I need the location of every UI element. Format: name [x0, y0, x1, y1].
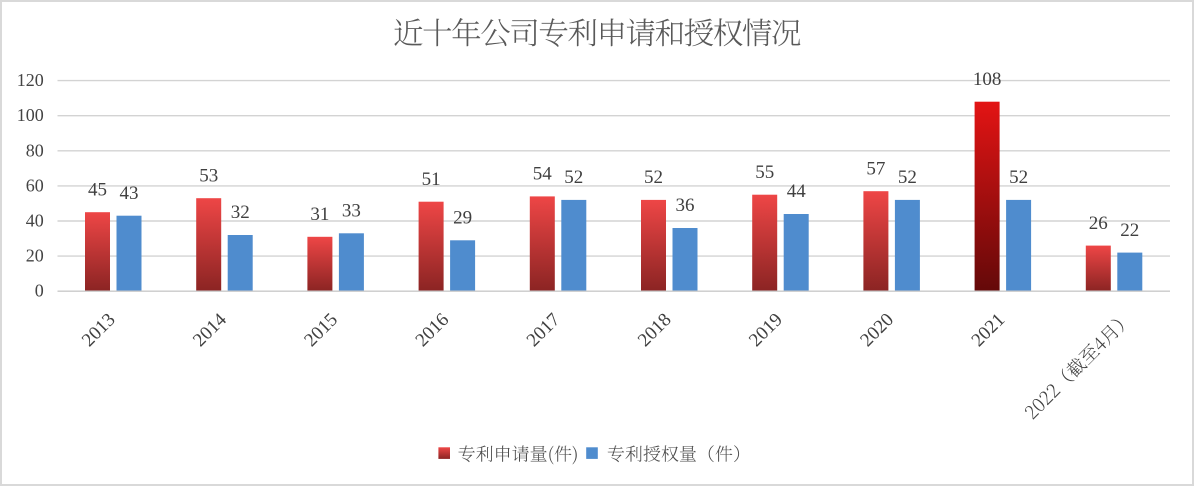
svg-text:52: 52: [564, 167, 583, 188]
svg-text:57: 57: [866, 158, 885, 179]
svg-text:100: 100: [17, 105, 44, 125]
svg-text:53: 53: [199, 165, 218, 186]
svg-text:26: 26: [1089, 213, 1108, 234]
svg-text:60: 60: [26, 175, 44, 195]
svg-text:51: 51: [422, 169, 441, 190]
svg-text:0: 0: [35, 281, 44, 301]
svg-text:52: 52: [1009, 167, 1028, 188]
svg-text:52: 52: [898, 167, 917, 188]
svg-text:54: 54: [533, 164, 553, 185]
svg-text:36: 36: [676, 195, 695, 216]
svg-text:31: 31: [310, 204, 329, 225]
svg-text:33: 33: [342, 201, 361, 222]
svg-text:20: 20: [26, 246, 44, 266]
svg-text:32: 32: [231, 202, 250, 223]
svg-text:45: 45: [88, 179, 107, 200]
svg-text:52: 52: [644, 167, 663, 188]
svg-text:40: 40: [26, 211, 44, 231]
svg-text:43: 43: [120, 183, 139, 204]
svg-text:22: 22: [1120, 220, 1139, 241]
svg-text:44: 44: [787, 181, 807, 202]
svg-text:120: 120: [17, 70, 44, 90]
svg-text:108: 108: [973, 69, 1002, 90]
svg-text:29: 29: [453, 208, 472, 229]
svg-text:80: 80: [26, 140, 44, 160]
svg-text:55: 55: [755, 162, 774, 183]
